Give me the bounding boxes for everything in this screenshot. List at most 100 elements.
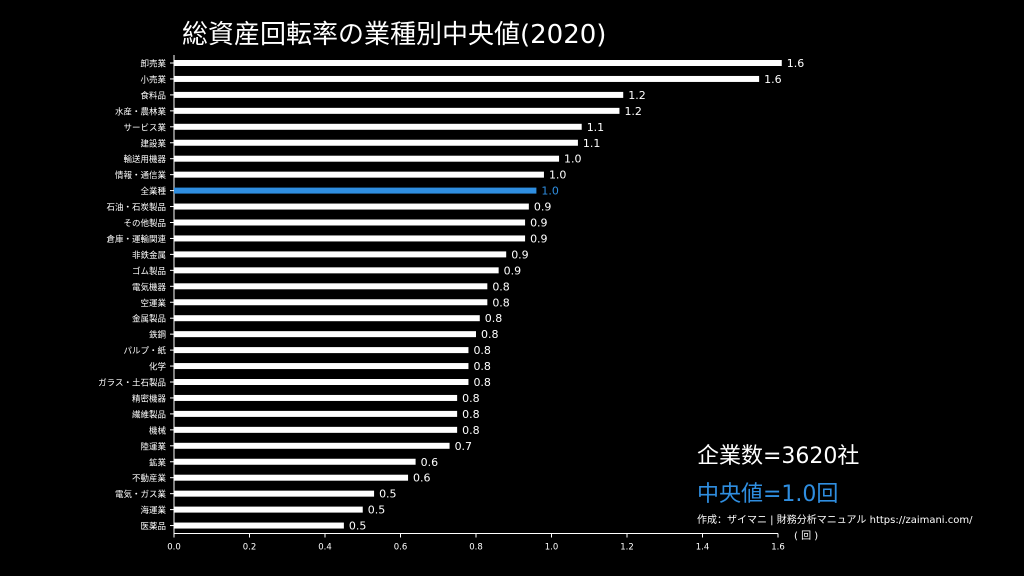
x-tick-label: 1.2 bbox=[620, 543, 634, 553]
category-label: 化学 bbox=[149, 362, 167, 373]
bar bbox=[174, 60, 782, 66]
category-label: サービス業 bbox=[123, 122, 166, 133]
value-label: 1.6 bbox=[787, 57, 805, 70]
chart-title: 総資産回転率の業種別中央値(2020) bbox=[182, 20, 607, 50]
bar bbox=[174, 474, 409, 481]
x-tick-label: 0.8 bbox=[469, 543, 483, 553]
x-tick-label: 0.6 bbox=[394, 543, 408, 553]
bar bbox=[174, 331, 476, 338]
value-label: 0.6 bbox=[421, 456, 439, 469]
bar bbox=[174, 379, 469, 385]
category-label: ガラス・土石製品 bbox=[98, 378, 166, 389]
value-label: 0.8 bbox=[492, 280, 510, 293]
category-label: 電気機器 bbox=[132, 282, 167, 293]
value-label: 0.7 bbox=[455, 440, 473, 453]
category-label: 海運業 bbox=[140, 505, 166, 516]
value-label: 1.0 bbox=[564, 153, 582, 166]
category-label: 情報・通信業 bbox=[115, 170, 167, 181]
value-label: 0.8 bbox=[473, 344, 491, 357]
bar bbox=[174, 139, 578, 146]
bar bbox=[174, 490, 375, 497]
x-tick-label: 1.0 bbox=[545, 543, 559, 553]
value-label: 0.8 bbox=[481, 328, 499, 341]
category-label: 空運業 bbox=[140, 298, 166, 309]
x-tick-label: 1.4 bbox=[696, 543, 710, 553]
bar bbox=[174, 410, 458, 417]
bar bbox=[174, 506, 363, 513]
x-tick-label: 0.2 bbox=[243, 543, 257, 553]
category-label: 建設業 bbox=[140, 138, 166, 149]
value-label: 0.8 bbox=[485, 312, 503, 325]
value-label: 0.9 bbox=[511, 248, 529, 261]
bar bbox=[174, 426, 458, 433]
category-label: 金属製品 bbox=[132, 314, 166, 325]
category-label: 不動産業 bbox=[132, 473, 167, 484]
value-label: 0.8 bbox=[462, 392, 480, 405]
category-label: パルプ・紙 bbox=[123, 346, 166, 357]
category-label: 機械 bbox=[149, 425, 167, 436]
bar bbox=[174, 394, 458, 401]
x-tick-label: 0.4 bbox=[318, 543, 332, 553]
bar bbox=[174, 283, 488, 290]
category-label: 倉庫・運輸関連 bbox=[106, 234, 166, 245]
value-label: 0.9 bbox=[534, 201, 552, 214]
bar bbox=[174, 363, 469, 370]
bar bbox=[174, 187, 537, 194]
bar bbox=[174, 155, 560, 162]
category-label: 小売業 bbox=[140, 74, 166, 85]
value-label: 0.5 bbox=[349, 520, 367, 533]
bar bbox=[174, 107, 620, 114]
category-label: 医薬品 bbox=[140, 521, 166, 532]
category-label: 繊維製品 bbox=[132, 409, 166, 420]
bar bbox=[174, 299, 488, 306]
category-label: 精密機器 bbox=[132, 393, 167, 404]
category-label: ゴム製品 bbox=[132, 266, 166, 277]
value-label: 0.8 bbox=[473, 360, 491, 373]
value-label: 0.8 bbox=[473, 376, 491, 389]
value-label: 1.6 bbox=[764, 73, 782, 86]
value-label: 1.0 bbox=[549, 169, 567, 182]
bar bbox=[174, 219, 526, 226]
bar bbox=[174, 235, 526, 242]
bar bbox=[174, 123, 582, 130]
median-label: 中央値=1.0回 bbox=[697, 482, 839, 507]
category-label: 食料品 bbox=[140, 90, 166, 101]
bar bbox=[174, 347, 469, 354]
value-label: 0.6 bbox=[413, 472, 431, 485]
value-label: 0.9 bbox=[504, 264, 522, 277]
bar bbox=[174, 315, 480, 322]
category-label: 全業種 bbox=[140, 186, 166, 197]
value-label: 1.1 bbox=[583, 137, 601, 150]
value-label: 0.5 bbox=[379, 488, 397, 501]
category-label: 非鉄金属 bbox=[132, 250, 166, 261]
x-tick-label: 0.0 bbox=[167, 543, 181, 553]
bar bbox=[174, 458, 416, 465]
category-label: その他製品 bbox=[123, 218, 166, 229]
value-label: 0.8 bbox=[492, 296, 510, 309]
bar bbox=[174, 91, 624, 98]
value-label: 0.9 bbox=[530, 217, 548, 230]
category-label: 卸売業 bbox=[140, 59, 166, 70]
bar bbox=[174, 203, 529, 210]
value-label: 1.1 bbox=[587, 121, 605, 134]
company-count-label: 企業数=3620社 bbox=[697, 444, 860, 469]
x-tick-label: 1.6 bbox=[771, 543, 785, 553]
bar bbox=[174, 251, 507, 258]
value-label: 0.5 bbox=[368, 504, 386, 517]
value-label: 0.8 bbox=[462, 424, 480, 437]
x-axis-unit-label: ( 回 ) bbox=[794, 531, 819, 542]
value-label: 0.8 bbox=[462, 408, 480, 421]
category-label: 鉄鋼 bbox=[149, 330, 166, 341]
category-label: 鉱業 bbox=[149, 457, 167, 468]
bar bbox=[174, 171, 544, 178]
bar bbox=[174, 267, 499, 274]
category-label: 水産・農林業 bbox=[115, 106, 167, 117]
value-label: 0.9 bbox=[530, 232, 548, 245]
credit-text: 作成：ザイマニ | 財務分析マニュアル https://zaimani.com/ bbox=[697, 515, 973, 526]
value-label: 1.0 bbox=[541, 185, 559, 198]
bar bbox=[174, 522, 344, 529]
category-label: 輸送用機器 bbox=[123, 154, 166, 165]
value-label: 1.2 bbox=[628, 89, 646, 102]
bar bbox=[174, 442, 450, 449]
